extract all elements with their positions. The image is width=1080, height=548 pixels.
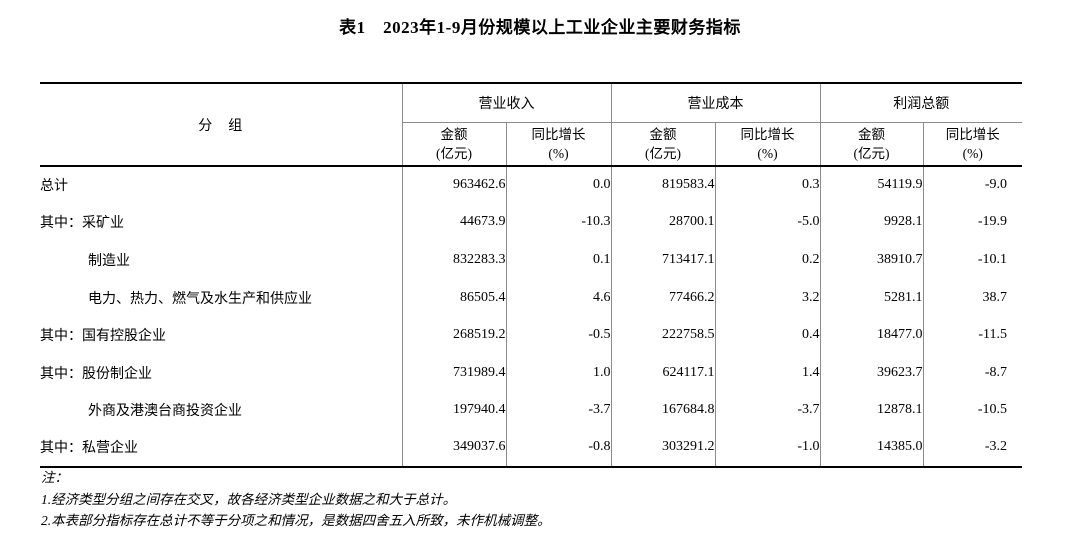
cell-revenue-amount: 44673.9 (401, 203, 506, 242)
cell-cost-growth: 0.3 (714, 166, 820, 204)
cell-profit-amount: 39623.7 (819, 353, 923, 392)
subhead-line2: (%) (962, 146, 983, 161)
row-label: 外商及港澳台商投资企业 (88, 404, 242, 420)
subhead-line2: (%) (548, 146, 569, 161)
subhead-cost-amount: 金额 (亿元) (610, 122, 715, 167)
cell-profit-growth: -9.0 (922, 166, 1022, 204)
cell-revenue-growth: -3.7 (505, 391, 611, 430)
cell-profit-growth: -11.5 (922, 316, 1022, 354)
row-label: 其中：国有控股企业 (40, 329, 166, 345)
row-label: 其中：股份制企业 (40, 366, 152, 382)
cell-cost-growth: 0.2 (714, 241, 820, 279)
cell-revenue-amount: 197940.4 (401, 391, 506, 430)
cell-profit-growth: -8.7 (922, 353, 1022, 392)
group-column-header: 分 组 (40, 83, 402, 167)
table-row-utilities: 电力、热力、燃气及水生产和供应业 86505.4 4.6 77466.2 3.2… (40, 278, 1022, 317)
subhead-profit-amount: 金额 (亿元) (819, 122, 923, 167)
cell-cost-amount: 624117.1 (610, 353, 715, 392)
row-label: 总计 (40, 179, 68, 195)
cell-profit-amount: 12878.1 (819, 391, 923, 430)
subhead-line2: (%) (757, 146, 778, 161)
cell-profit-amount: 14385.0 (819, 429, 923, 467)
table-row-shareholding: 其中：股份制企业 731989.4 1.0 624117.1 1.4 39623… (40, 353, 1022, 392)
cell-revenue-amount: 268519.2 (401, 316, 506, 354)
cell-revenue-amount: 832283.3 (401, 241, 506, 279)
cell-cost-amount: 713417.1 (610, 241, 715, 279)
cell-profit-growth: 38.7 (922, 278, 1022, 317)
row-label: 制造业 (88, 253, 130, 269)
table-row-foreign-invested: 外商及港澳台商投资企业 197940.4 -3.7 167684.8 -3.7 … (40, 391, 1022, 430)
table-row-manufacturing: 制造业 832283.3 0.1 713417.1 0.2 38910.7 -1… (40, 241, 1022, 279)
subhead-line1: 同比增长 (945, 127, 1000, 142)
cell-cost-amount: 77466.2 (610, 278, 715, 317)
financial-indicators-table: 分 组 营业收入 营业成本 利润总额 金额 (亿元) 同比增长 (%) 金额 (亿元)… (40, 82, 1022, 468)
cell-profit-growth: -19.9 (922, 203, 1022, 242)
cell-revenue-growth: 4.6 (505, 278, 611, 317)
table-row-private: 其中：私营企业 349037.6 -0.8 303291.2 -1.0 1438… (40, 429, 1022, 467)
table-row-total: 总计 963462.6 0.0 819583.4 0.3 54119.9 -9.… (40, 166, 1022, 204)
cell-revenue-amount: 349037.6 (401, 429, 506, 467)
cell-cost-amount: 167684.8 (610, 391, 715, 430)
table-notes: 注： 1.经济类型分组之间存在交叉，故各经济类型企业数据之和大于总计。 2.本表… (41, 467, 1041, 532)
cell-revenue-amount: 963462.6 (401, 166, 506, 204)
cell-revenue-amount: 731989.4 (401, 353, 506, 392)
col-group-profit: 利润总额 (819, 83, 1022, 123)
cell-revenue-growth: 1.0 (505, 353, 611, 392)
cell-cost-amount: 222758.5 (610, 316, 715, 354)
cell-cost-growth: -3.7 (714, 391, 820, 430)
cell-profit-growth: -10.5 (922, 391, 1022, 430)
cell-cost-growth: 0.4 (714, 316, 820, 354)
cell-revenue-amount: 86505.4 (401, 278, 506, 317)
note-item-1: 1.经济类型分组之间存在交叉，故各经济类型企业数据之和大于总计。 (41, 491, 457, 507)
financial-table-wrap: 分 组 营业收入 营业成本 利润总额 金额 (亿元) 同比增长 (%) 金额 (亿元)… (40, 82, 1022, 468)
table-row-mining: 其中：采矿业 44673.9 -10.3 28700.1 -5.0 9928.1… (40, 203, 1022, 242)
cell-revenue-growth: 0.1 (505, 241, 611, 279)
subhead-line1: 同比增长 (740, 127, 795, 142)
cell-cost-growth: 3.2 (714, 278, 820, 317)
subhead-line2: (亿元) (436, 146, 472, 161)
row-label: 其中：私营企业 (40, 441, 138, 457)
header-row-groups: 分 组 营业收入 营业成本 利润总额 (40, 83, 1022, 167)
cell-profit-growth: -10.1 (922, 241, 1022, 279)
cell-revenue-growth: -0.5 (505, 316, 611, 354)
cell-cost-growth: -1.0 (714, 429, 820, 467)
cell-revenue-growth: -10.3 (505, 203, 611, 242)
subhead-line1: 同比增长 (531, 127, 586, 142)
cell-profit-amount: 18477.0 (819, 316, 923, 354)
cell-revenue-growth: -0.8 (505, 429, 611, 467)
table-row-state-owned: 其中：国有控股企业 268519.2 -0.5 222758.5 0.4 184… (40, 316, 1022, 354)
subhead-line1: 金额 (649, 127, 677, 142)
subhead-line1: 金额 (440, 127, 468, 142)
note-item-2: 2.本表部分指标存在总计不等于分项之和情况，是数据四舍五入所致，未作机械调整。 (41, 513, 551, 528)
cell-revenue-growth: 0.0 (505, 166, 611, 204)
subhead-revenue-amount: 金额 (亿元) (401, 122, 506, 167)
cell-cost-amount: 28700.1 (610, 203, 715, 242)
row-label: 其中：采矿业 (40, 216, 124, 232)
cell-cost-growth: -5.0 (714, 203, 820, 242)
subhead-line1: 金额 (858, 127, 885, 142)
cell-profit-amount: 9928.1 (819, 203, 923, 242)
cell-profit-amount: 5281.1 (819, 278, 923, 317)
notes-label: 注： (41, 470, 68, 485)
subhead-cost-growth: 同比增长 (%) (714, 122, 820, 167)
subhead-revenue-growth: 同比增长 (%) (505, 122, 611, 167)
cell-cost-growth: 1.4 (714, 353, 820, 392)
subhead-profit-growth: 同比增长 (%) (922, 122, 1022, 167)
page-title: 表1 2023年1-9月份规模以上工业企业主要财务指标 (339, 18, 741, 37)
cell-cost-amount: 303291.2 (610, 429, 715, 467)
row-label: 电力、热力、燃气及水生产和供应业 (88, 291, 312, 307)
cell-profit-growth: -3.2 (922, 429, 1022, 467)
cell-profit-amount: 54119.9 (819, 166, 923, 204)
cell-profit-amount: 38910.7 (819, 241, 923, 279)
subhead-line2: (亿元) (853, 146, 890, 161)
cell-cost-amount: 819583.4 (610, 166, 715, 204)
header-row-sub: 金额 (亿元) 同比增长 (%) 金额 (亿元) 同比增长 (%) 金额 (亿元) 同比增… (40, 122, 1022, 167)
col-group-revenue: 营业收入 (401, 83, 611, 123)
col-group-cost: 营业成本 (610, 83, 820, 123)
subhead-line2: (亿元) (645, 146, 681, 161)
